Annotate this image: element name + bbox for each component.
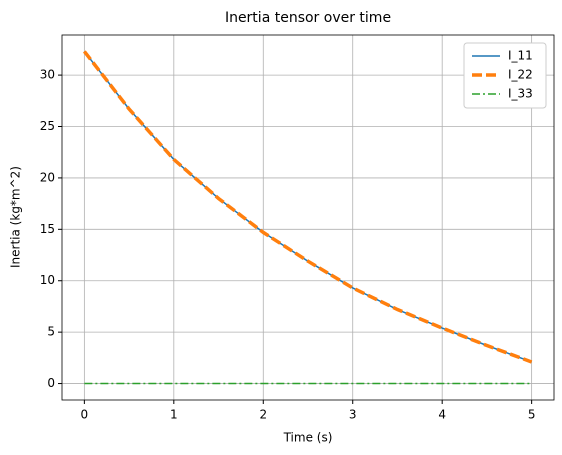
y-tick-label: 20 <box>40 170 55 184</box>
x-tick-label: 3 <box>349 408 357 422</box>
x-axis-label: Time (s) <box>283 431 333 445</box>
y-axis-label: Inertia (kg*m^2) <box>9 166 23 268</box>
x-tick-label: 5 <box>528 408 536 422</box>
y-tick-label: 15 <box>40 222 55 236</box>
x-tick-label: 2 <box>259 408 267 422</box>
legend-box <box>463 42 547 109</box>
y-tick-label: 10 <box>40 273 55 287</box>
y-tick-label: 0 <box>47 376 55 390</box>
data-line <box>82 50 533 364</box>
y-tick-label: 30 <box>40 68 55 82</box>
plot-frame <box>61 34 555 401</box>
y-tick-label: 5 <box>47 325 55 339</box>
y-tick-label: 25 <box>40 119 55 133</box>
x-tick-label: 1 <box>170 408 178 422</box>
chart-title: Inertia tensor over time <box>225 10 391 26</box>
legend-label: I_22 <box>508 68 533 82</box>
x-tick-label: 4 <box>438 408 446 422</box>
legend-label: I_11 <box>508 49 533 63</box>
legend-label: I_33 <box>508 87 533 101</box>
x-tick-label: 0 <box>81 408 89 422</box>
